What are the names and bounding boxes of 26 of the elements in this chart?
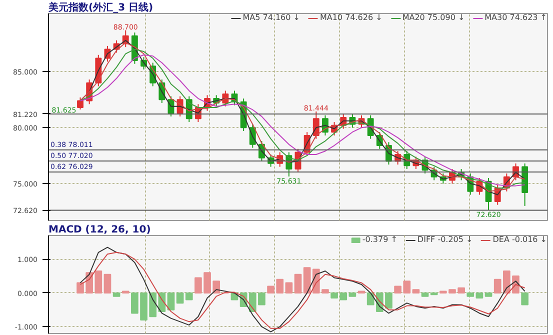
legend-label: DIFF -0.205 ↓ (417, 235, 473, 244)
candlestick (312, 110, 320, 140)
candlestick (77, 96, 84, 110)
bar (412, 289, 420, 294)
legend-label: MA10 74.626 ↓ (320, 13, 382, 22)
bar (303, 267, 311, 294)
bar (421, 292, 429, 297)
bar (112, 292, 120, 297)
legend-label: MA5 74.160 ↓ (242, 13, 300, 22)
bar (285, 282, 293, 294)
legend-label: MA20 75.090 ↓ (402, 13, 465, 22)
chart-title: MACD (12, 26, 10) (48, 224, 151, 236)
bar (104, 274, 112, 294)
bar (476, 292, 484, 299)
bar (466, 292, 474, 297)
bar (521, 292, 528, 306)
bar (484, 292, 492, 297)
chart-title: 美元指数(外汇_3 日线) (48, 2, 154, 14)
bar (167, 292, 175, 310)
bar (176, 292, 184, 304)
bar (348, 292, 356, 297)
legend-label: DEA -0.016 ↓ (492, 235, 547, 244)
bar (185, 292, 193, 300)
bar (294, 274, 302, 294)
legend-label: MA30 74.623 ↑ (484, 13, 547, 22)
legend-label: -0.379 ↑ (362, 235, 398, 244)
